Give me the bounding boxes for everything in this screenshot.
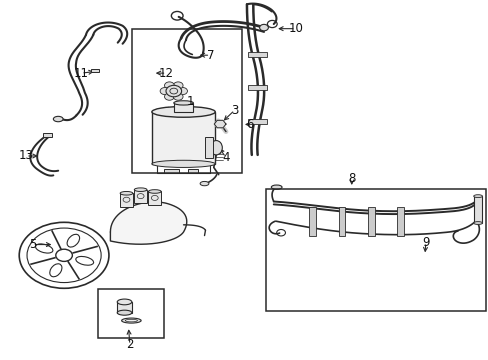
Bar <box>266 189 485 311</box>
Ellipse shape <box>271 185 282 189</box>
Bar <box>396 207 403 235</box>
Text: 11: 11 <box>74 67 88 80</box>
Bar <box>188 168 198 173</box>
Ellipse shape <box>117 310 132 315</box>
Circle shape <box>173 82 183 89</box>
Bar <box>248 119 266 124</box>
Bar <box>120 193 133 207</box>
Bar <box>367 207 374 235</box>
Bar <box>309 207 316 235</box>
Text: 2: 2 <box>126 338 133 351</box>
Bar <box>148 192 161 205</box>
Bar <box>43 133 52 137</box>
Bar <box>134 190 147 203</box>
Bar <box>98 289 163 338</box>
Ellipse shape <box>148 190 161 193</box>
Circle shape <box>173 93 183 100</box>
Ellipse shape <box>173 101 193 105</box>
Polygon shape <box>214 120 225 128</box>
Bar <box>132 30 242 173</box>
Circle shape <box>164 82 174 89</box>
Text: 6: 6 <box>246 118 254 131</box>
Circle shape <box>165 85 181 97</box>
Ellipse shape <box>122 318 141 323</box>
Ellipse shape <box>200 181 208 186</box>
Bar <box>473 196 482 223</box>
Ellipse shape <box>117 299 132 305</box>
Ellipse shape <box>134 188 147 192</box>
Ellipse shape <box>152 160 215 167</box>
Text: 12: 12 <box>159 67 174 80</box>
Polygon shape <box>110 202 186 244</box>
Circle shape <box>177 87 187 95</box>
Ellipse shape <box>125 319 137 322</box>
Text: 4: 4 <box>222 151 229 164</box>
Ellipse shape <box>152 107 215 117</box>
Text: 5: 5 <box>29 238 36 251</box>
Bar <box>204 137 213 158</box>
Ellipse shape <box>259 24 268 31</box>
Ellipse shape <box>473 222 482 225</box>
Bar <box>152 112 215 164</box>
Text: 8: 8 <box>347 172 355 185</box>
Ellipse shape <box>53 116 63 122</box>
Bar <box>173 103 193 112</box>
Text: 7: 7 <box>206 49 214 62</box>
Ellipse shape <box>210 140 222 155</box>
Ellipse shape <box>473 195 482 198</box>
Bar <box>163 168 178 173</box>
Text: 3: 3 <box>231 104 238 117</box>
Text: 10: 10 <box>287 22 303 35</box>
Text: 9: 9 <box>421 235 429 248</box>
Circle shape <box>160 87 169 95</box>
Bar <box>338 207 345 235</box>
Text: 1: 1 <box>187 95 194 108</box>
Bar <box>117 302 132 313</box>
Ellipse shape <box>120 192 133 195</box>
Bar <box>248 85 266 90</box>
Bar <box>91 69 99 72</box>
Text: 13: 13 <box>19 149 33 162</box>
Bar <box>248 52 266 57</box>
Circle shape <box>164 93 174 100</box>
